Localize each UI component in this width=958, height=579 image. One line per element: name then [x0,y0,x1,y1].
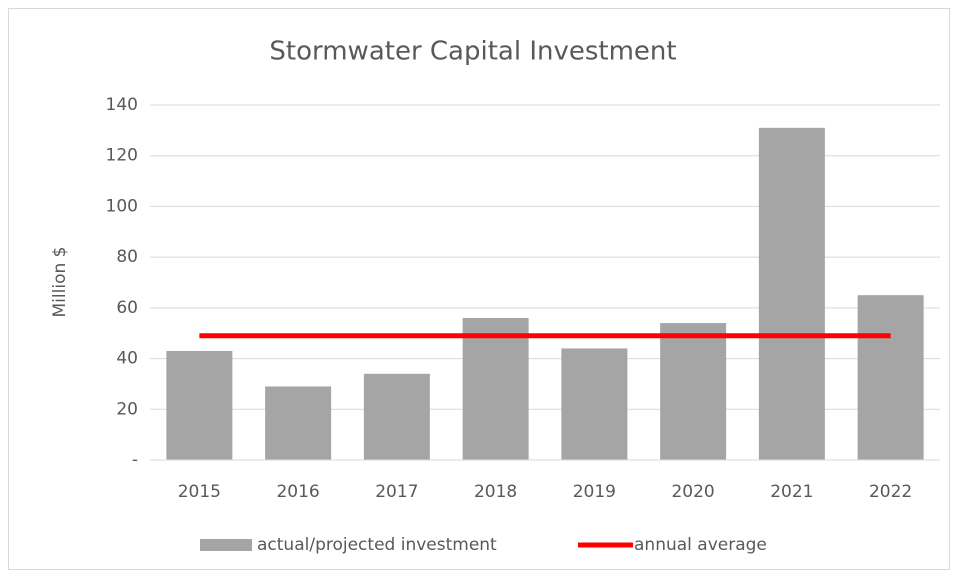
x-tick-label: 2017 [375,482,418,502]
y-tick-label: 20 [116,399,138,419]
legend-swatch [200,539,252,551]
legend-label: actual/projected investment [257,535,497,555]
bar [561,348,628,460]
x-tick-label: 2020 [671,482,714,502]
y-tick-label: 120 [106,146,138,166]
y-tick-label: 60 [116,298,138,318]
x-tick-label: 2019 [573,482,616,502]
y-tick-label: 140 [106,95,138,115]
x-tick-label: 2021 [770,482,813,502]
bar [857,295,924,460]
bar [660,323,727,460]
y-tick-label: 80 [116,247,138,267]
y-tick-label: 40 [116,349,138,369]
chart-title: Stormwater Capital Investment [269,37,676,67]
y-tick-label: 100 [106,196,138,216]
y-tick-label: - [132,450,138,470]
legend-label: annual average [634,535,767,555]
x-tick-label: 2018 [474,482,517,502]
x-tick-label: 2016 [276,482,319,502]
bar [363,373,430,460]
bar [166,350,233,460]
bar [462,318,529,460]
y-axis-label: Million $ [50,247,70,318]
bar [758,127,825,461]
bar [265,386,332,460]
x-tick-label: 2022 [869,482,912,502]
x-tick-label: 2015 [178,482,221,502]
